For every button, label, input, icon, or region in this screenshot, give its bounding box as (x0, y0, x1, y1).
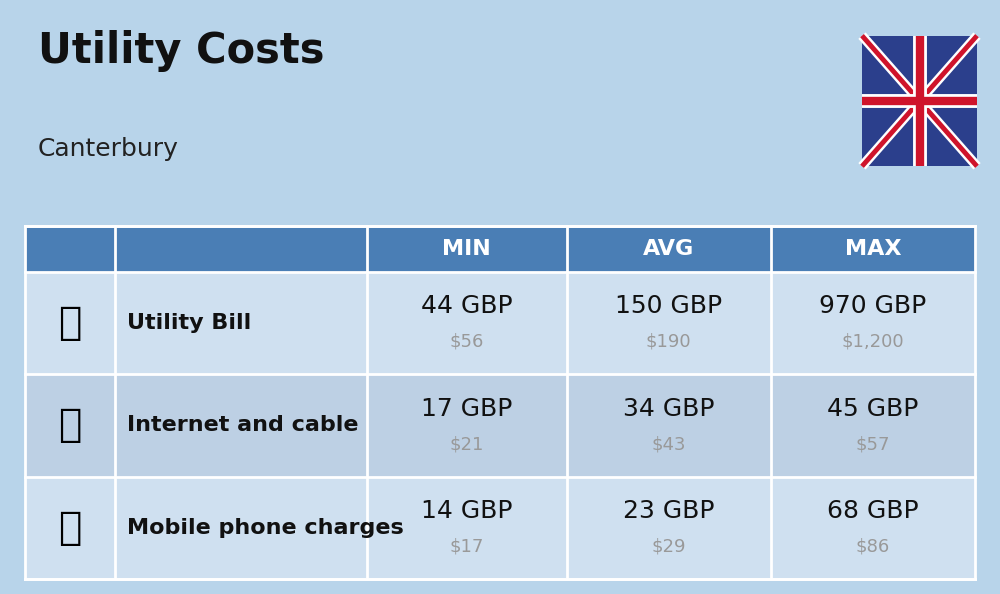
Text: $17: $17 (450, 538, 484, 556)
Text: $57: $57 (856, 435, 890, 453)
FancyBboxPatch shape (25, 476, 975, 579)
Text: Mobile phone charges: Mobile phone charges (127, 518, 404, 538)
Text: 34 GBP: 34 GBP (623, 397, 714, 421)
Text: $21: $21 (450, 435, 484, 453)
Text: 🔌: 🔌 (58, 304, 82, 342)
Text: $1,200: $1,200 (842, 333, 904, 351)
Text: 23 GBP: 23 GBP (623, 500, 714, 523)
FancyBboxPatch shape (25, 226, 975, 271)
Text: MAX: MAX (845, 239, 901, 259)
Text: $56: $56 (450, 333, 484, 351)
Text: 📶: 📶 (58, 406, 82, 444)
Text: $190: $190 (646, 333, 691, 351)
Text: 45 GBP: 45 GBP (827, 397, 919, 421)
Text: 970 GBP: 970 GBP (819, 294, 927, 318)
Text: MIN: MIN (442, 239, 491, 259)
Text: 14 GBP: 14 GBP (421, 500, 512, 523)
Text: $29: $29 (651, 538, 686, 556)
Text: 44 GBP: 44 GBP (421, 294, 513, 318)
Text: 17 GBP: 17 GBP (421, 397, 512, 421)
Text: 68 GBP: 68 GBP (827, 500, 919, 523)
Text: Utility Costs: Utility Costs (38, 30, 324, 72)
Text: AVG: AVG (643, 239, 694, 259)
Text: $86: $86 (856, 538, 890, 556)
FancyBboxPatch shape (25, 271, 975, 374)
Text: Canterbury: Canterbury (38, 137, 179, 160)
Text: 📱: 📱 (58, 509, 82, 547)
Text: $43: $43 (651, 435, 686, 453)
FancyBboxPatch shape (25, 374, 975, 476)
Text: 150 GBP: 150 GBP (615, 294, 722, 318)
FancyBboxPatch shape (862, 36, 977, 166)
Text: Utility Bill: Utility Bill (127, 313, 252, 333)
Text: Internet and cable: Internet and cable (127, 415, 359, 435)
